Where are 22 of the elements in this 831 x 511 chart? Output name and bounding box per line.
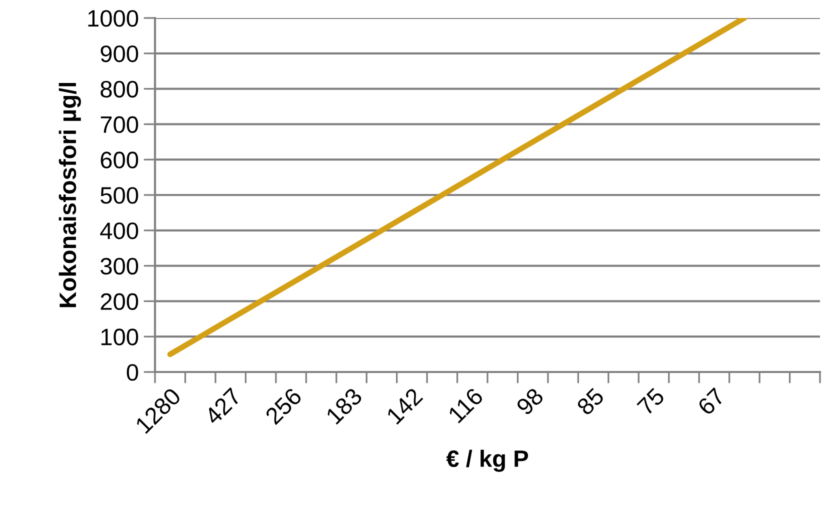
y-tick-label: 800 — [100, 80, 138, 98]
y-tick-label: 900 — [100, 45, 138, 62]
y-tick-label: 300 — [100, 258, 138, 275]
y-tick-label: 100 — [101, 328, 138, 346]
y-tick-label: 600 — [100, 152, 138, 168]
x-tick-label: 116 — [447, 387, 484, 424]
y-axis-title: Kokonaisfosfori µg/l — [58, 82, 81, 308]
x-axis-title: € / kg P — [446, 450, 528, 472]
x-tick-label: 98 — [515, 387, 544, 416]
y-tick-label: 0 — [126, 364, 138, 381]
x-tick-label: 85 — [576, 387, 605, 416]
y-tick-label: 500 — [100, 187, 138, 204]
x-tick-label: 75 — [636, 387, 666, 416]
y-tick-label: 1000 — [88, 10, 138, 27]
y-tick-label: 200 — [100, 293, 138, 310]
y-tick-label: 700 — [100, 116, 138, 133]
x-tick-label: 183 — [325, 387, 364, 425]
x-tick-label: 427 — [204, 387, 242, 426]
y-tick-label: 400 — [100, 222, 138, 240]
x-tick-label: 67 — [696, 387, 726, 416]
x-tick-label: 142 — [386, 387, 424, 425]
x-tick-label: 256 — [264, 387, 303, 426]
